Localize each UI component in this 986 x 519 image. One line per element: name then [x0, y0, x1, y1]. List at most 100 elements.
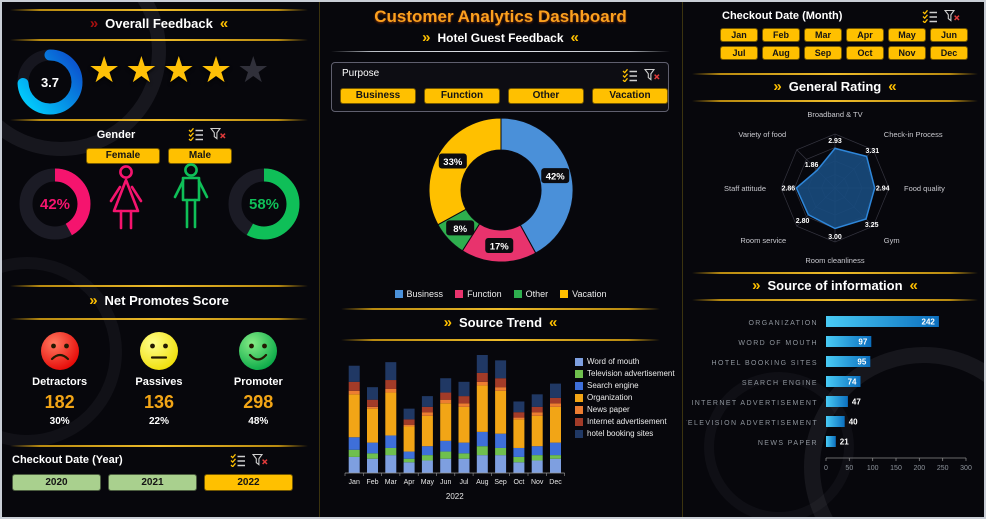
- divider-line: [341, 339, 660, 341]
- chevrons-right-icon: »: [422, 29, 431, 46]
- legend-label: Organization: [587, 393, 633, 402]
- purpose-legend: Business Function Other Vacation: [319, 286, 682, 302]
- legend-item-function: Function: [455, 289, 502, 299]
- gender-button-female[interactable]: Female: [86, 148, 160, 164]
- year-button-2021[interactable]: 2021: [108, 474, 197, 491]
- svg-text:95: 95: [857, 358, 866, 367]
- month-button-jan[interactable]: Jan: [720, 28, 758, 42]
- checkout-year-title: Checkout Date (Year): [12, 454, 123, 466]
- nps-item-promoter: Promoter 298 48%: [212, 330, 304, 427]
- purpose-title: Purpose: [342, 68, 380, 79]
- general-rating-title: General Rating: [788, 79, 882, 94]
- general-rating-radar-chart: Broadband & TV 2.93 Check-in Process 3.31 Fo…: [724, 110, 945, 265]
- gender-slicer: Female Male: [86, 148, 232, 164]
- month-button-nov[interactable]: Nov: [888, 46, 926, 60]
- neutral-face-icon: [139, 332, 178, 370]
- month-button-dec[interactable]: Dec: [930, 46, 968, 60]
- year-button-2020[interactable]: 2020: [12, 474, 101, 491]
- legend-swatch: [455, 290, 464, 298]
- svg-text:Oct: Oct: [513, 479, 524, 486]
- left-column: » Overall Feedback « 3.7 ★★★★★ Gender Fe…: [2, 2, 319, 517]
- svg-text:42%: 42%: [546, 172, 566, 183]
- svg-text:Jan: Jan: [349, 479, 360, 486]
- gender-button-male[interactable]: Male: [168, 148, 232, 164]
- slicer-clear-filter-icon[interactable]: [944, 9, 960, 23]
- slicer-clear-filter-icon[interactable]: [252, 453, 268, 467]
- legend-label: News paper: [587, 405, 630, 414]
- sad-face-icon: [40, 332, 79, 370]
- month-button-apr[interactable]: Apr: [846, 28, 884, 42]
- svg-text:Feb: Feb: [366, 479, 378, 486]
- month-button-mar[interactable]: Mar: [804, 28, 842, 42]
- svg-text:1.86: 1.86: [805, 162, 819, 169]
- purpose-button-function[interactable]: Function: [424, 88, 500, 104]
- svg-text:NEWS PAPER: NEWS PAPER: [758, 440, 818, 447]
- month-button-jul[interactable]: Jul: [720, 46, 758, 60]
- svg-text:WORD OF MOUTH: WORD OF MOUTH: [738, 340, 818, 347]
- svg-text:2.94: 2.94: [876, 186, 890, 193]
- svg-text:Apr: Apr: [404, 479, 416, 486]
- svg-text:2.86: 2.86: [782, 186, 796, 193]
- nps-value: 136: [143, 392, 174, 412]
- chevrons-right-icon: »: [89, 292, 98, 309]
- svg-text:58%: 58%: [249, 196, 279, 213]
- svg-text:150: 150: [890, 465, 902, 472]
- svg-text:250: 250: [937, 465, 949, 472]
- star-filled-icon: ★: [199, 49, 238, 90]
- legend-label: Internet advertisement: [587, 417, 667, 426]
- female-percentage-donut: 42%: [19, 168, 91, 240]
- legend-swatch: [575, 405, 583, 414]
- month-button-may[interactable]: May: [888, 28, 926, 42]
- divider-line: [10, 119, 308, 121]
- year-button-2022[interactable]: 2022: [204, 474, 293, 491]
- purpose-slicer: Business Function Other Vacation: [340, 88, 668, 104]
- legend-swatch: [575, 429, 583, 438]
- legend-label: Word of mouth: [587, 357, 640, 366]
- svg-text:SEARCH ENGINE: SEARCH ENGINE: [742, 380, 818, 387]
- chevrons-left-icon: «: [549, 314, 558, 331]
- svg-text:Nov: Nov: [531, 479, 544, 486]
- purpose-button-business[interactable]: Business: [340, 88, 416, 104]
- nps-value: 298: [243, 392, 274, 412]
- checkout-month-slicer: Jan Feb Mar Apr May Jun Jul Aug Sep Oct Nov Dec: [720, 28, 968, 60]
- divider-line: [10, 9, 308, 11]
- svg-text:17%: 17%: [490, 241, 510, 252]
- purpose-button-other[interactable]: Other: [508, 88, 584, 104]
- legend-label: Business: [406, 289, 444, 299]
- svg-text:Room cleanliness: Room cleanliness: [805, 256, 864, 265]
- svg-text:Sep: Sep: [494, 479, 507, 486]
- month-button-aug[interactable]: Aug: [762, 46, 800, 60]
- svg-text:40: 40: [849, 418, 858, 427]
- month-button-oct[interactable]: Oct: [846, 46, 884, 60]
- nps-percentage: 30%: [49, 416, 70, 427]
- column-divider: [682, 2, 683, 517]
- month-button-jun[interactable]: Jun: [930, 28, 968, 42]
- svg-text:Jun: Jun: [440, 479, 451, 486]
- nps-header: » Net Promotes Score: [10, 293, 308, 308]
- star-empty-icon: ★: [237, 49, 275, 90]
- svg-text:2.93: 2.93: [828, 138, 842, 145]
- month-button-sep[interactable]: Sep: [804, 46, 842, 60]
- chevrons-left-icon: «: [570, 29, 579, 46]
- purpose-button-vacation[interactable]: Vacation: [592, 88, 668, 104]
- divider-line: [10, 445, 308, 447]
- legend-item: News paper: [575, 405, 675, 414]
- slicer-multiselect-icon[interactable]: [622, 68, 638, 82]
- nps-percentage: 22%: [148, 416, 169, 427]
- chevrons-right-icon: »: [773, 78, 782, 95]
- legend-swatch: [575, 357, 583, 366]
- month-button-feb[interactable]: Feb: [762, 28, 800, 42]
- slicer-clear-filter-icon[interactable]: [644, 68, 660, 82]
- legend-swatch: [394, 290, 403, 298]
- nps-title: Net Promotes Score: [104, 293, 229, 308]
- slicer-multiselect-icon[interactable]: [188, 127, 204, 141]
- male-percentage-donut: 58%: [228, 168, 300, 240]
- chevrons-left-icon: «: [909, 277, 918, 294]
- legend-item-business: Business: [394, 289, 444, 299]
- column-divider: [319, 2, 320, 517]
- slicer-multiselect-icon[interactable]: [230, 453, 246, 467]
- svg-text:50: 50: [845, 465, 853, 472]
- slicer-multiselect-icon[interactable]: [922, 9, 938, 23]
- slicer-clear-filter-icon[interactable]: [210, 127, 226, 141]
- checkout-year-slicer-icons: [230, 453, 268, 467]
